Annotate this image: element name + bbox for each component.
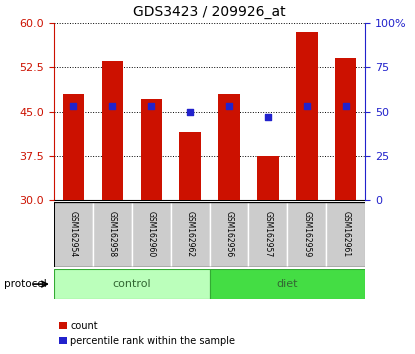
Bar xyxy=(141,98,162,200)
Point xyxy=(342,103,349,109)
Bar xyxy=(287,202,326,267)
Point xyxy=(265,114,271,120)
Bar xyxy=(132,202,171,267)
Bar xyxy=(63,94,84,200)
Point xyxy=(148,103,154,109)
Text: GSM162962: GSM162962 xyxy=(186,211,195,258)
Bar xyxy=(54,269,210,299)
Bar xyxy=(93,202,132,267)
Point xyxy=(303,103,310,109)
Bar xyxy=(296,32,317,200)
Bar xyxy=(249,202,287,267)
Text: GSM162957: GSM162957 xyxy=(264,211,272,258)
Point xyxy=(226,103,232,109)
Bar xyxy=(326,202,365,267)
Text: protocol: protocol xyxy=(4,279,47,289)
Text: GSM162959: GSM162959 xyxy=(303,211,311,258)
Text: diet: diet xyxy=(277,279,298,289)
Bar xyxy=(102,61,123,200)
Bar xyxy=(257,156,278,200)
Text: GSM162960: GSM162960 xyxy=(147,211,156,258)
Legend: count, percentile rank within the sample: count, percentile rank within the sample xyxy=(59,321,235,346)
Bar xyxy=(218,94,240,200)
Point xyxy=(187,109,193,114)
Bar xyxy=(171,202,210,267)
Text: GSM162958: GSM162958 xyxy=(108,211,117,258)
Point xyxy=(109,103,116,109)
Bar xyxy=(210,269,365,299)
Text: GSM162954: GSM162954 xyxy=(69,211,78,258)
Bar xyxy=(179,132,201,200)
Title: GDS3423 / 209926_at: GDS3423 / 209926_at xyxy=(133,5,286,19)
Bar xyxy=(54,202,93,267)
Point xyxy=(70,103,77,109)
Bar xyxy=(210,202,249,267)
Bar xyxy=(335,58,356,200)
Text: GSM162956: GSM162956 xyxy=(225,211,234,258)
Text: control: control xyxy=(112,279,151,289)
Text: GSM162961: GSM162961 xyxy=(341,211,350,258)
